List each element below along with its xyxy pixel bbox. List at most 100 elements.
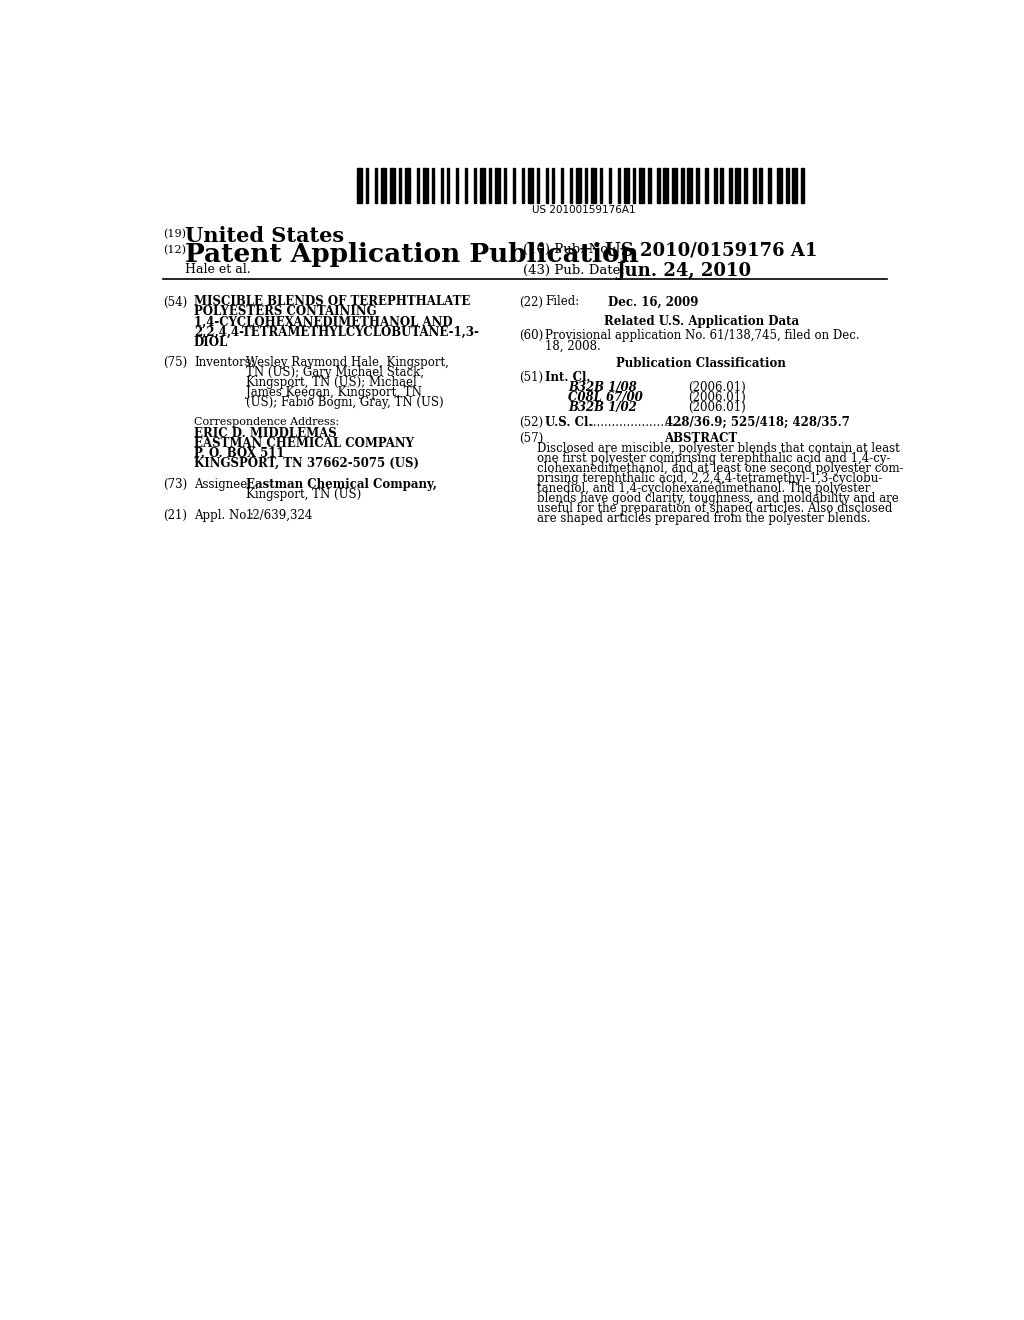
Bar — [633, 168, 636, 203]
Text: useful for the preparation of shaped articles. Also disclosed: useful for the preparation of shaped art… — [538, 502, 893, 515]
Text: (73): (73) — [163, 478, 187, 491]
Bar — [768, 168, 771, 203]
Bar — [591, 168, 596, 203]
Bar — [375, 168, 377, 203]
Text: Filed:: Filed: — [545, 296, 580, 309]
Bar — [404, 168, 410, 203]
Text: Int. Cl.: Int. Cl. — [545, 371, 591, 384]
Text: US 20100159176A1: US 20100159176A1 — [531, 206, 635, 215]
Text: prising terephthalic acid, 2,2,4,4-tetramethyl-1,3-cyclobu-: prising terephthalic acid, 2,2,4,4-tetra… — [538, 471, 883, 484]
Text: Appl. No.:: Appl. No.: — [194, 508, 254, 521]
Bar — [681, 168, 684, 203]
Text: EASTMAN CHEMICAL COMPANY: EASTMAN CHEMICAL COMPANY — [194, 437, 414, 450]
Text: POLYESTERS CONTAINING: POLYESTERS CONTAINING — [194, 305, 377, 318]
Text: are shaped articles prepared from the polyester blends.: are shaped articles prepared from the po… — [538, 512, 870, 525]
Text: MISCIBLE BLENDS OF TEREPHTHALATE: MISCIBLE BLENDS OF TEREPHTHALATE — [194, 296, 470, 309]
Bar — [423, 168, 428, 203]
Bar — [656, 168, 659, 203]
Bar — [759, 168, 762, 203]
Text: (US); Fabio Bogni, Gray, TN (US): (US); Fabio Bogni, Gray, TN (US) — [246, 396, 443, 409]
Bar — [624, 168, 629, 203]
Text: .........................: ......................... — [590, 416, 684, 429]
Text: (51): (51) — [519, 371, 544, 384]
Bar — [729, 168, 731, 203]
Bar — [381, 168, 386, 203]
Bar — [753, 168, 756, 203]
Bar — [663, 168, 669, 203]
Bar — [777, 168, 782, 203]
Bar — [714, 168, 717, 203]
Bar — [474, 168, 476, 203]
Text: 2,2,4,4-TETRAMETHYLCYCLOBUTANE-1,3-: 2,2,4,4-TETRAMETHYLCYCLOBUTANE-1,3- — [194, 326, 479, 338]
Bar — [687, 168, 692, 203]
Text: U.S. Cl.: U.S. Cl. — [545, 416, 593, 429]
Bar — [672, 168, 677, 203]
Text: Inventors:: Inventors: — [194, 356, 255, 370]
Bar — [792, 168, 798, 203]
Bar — [522, 168, 524, 203]
Text: (10) Pub. No.:: (10) Pub. No.: — [523, 243, 616, 256]
Text: DIOL: DIOL — [194, 335, 228, 348]
Text: Kingsport, TN (US): Kingsport, TN (US) — [246, 488, 361, 502]
Bar — [561, 168, 563, 203]
Text: 18, 2008.: 18, 2008. — [545, 339, 601, 352]
Bar — [786, 168, 788, 203]
Bar — [575, 168, 581, 203]
Bar — [585, 168, 588, 203]
Text: (2006.01): (2006.01) — [688, 391, 746, 404]
Text: (43) Pub. Date:: (43) Pub. Date: — [523, 264, 625, 277]
Text: (21): (21) — [163, 508, 186, 521]
Text: Eastman Chemical Company,: Eastman Chemical Company, — [246, 478, 436, 491]
Text: Hale et al.: Hale et al. — [184, 263, 250, 276]
Text: C08L 67/00: C08L 67/00 — [568, 391, 643, 404]
Text: ABSTRACT: ABSTRACT — [665, 432, 737, 445]
Text: (60): (60) — [519, 330, 544, 342]
Text: (54): (54) — [163, 296, 187, 309]
Bar — [456, 168, 459, 203]
Bar — [546, 168, 549, 203]
Text: (2006.01): (2006.01) — [688, 381, 746, 393]
Bar — [488, 168, 492, 203]
Text: 12/639,324: 12/639,324 — [246, 508, 313, 521]
Bar — [398, 168, 401, 203]
Text: Disclosed are miscible, polyester blends that contain at least: Disclosed are miscible, polyester blends… — [538, 442, 900, 455]
Bar — [356, 168, 361, 203]
Bar — [513, 168, 515, 203]
Bar — [440, 168, 443, 203]
Text: P. O. BOX 511: P. O. BOX 511 — [194, 447, 285, 461]
Bar — [744, 168, 746, 203]
Text: ERIC D. MIDDLEMAS: ERIC D. MIDDLEMAS — [194, 428, 337, 440]
Bar — [552, 168, 554, 203]
Bar — [801, 168, 804, 203]
Text: (12): (12) — [163, 246, 186, 256]
Text: Patent Application Publication: Patent Application Publication — [184, 242, 638, 267]
Text: 428/36.9; 525/418; 428/35.7: 428/36.9; 525/418; 428/35.7 — [665, 416, 850, 429]
Bar — [609, 168, 611, 203]
Bar — [735, 168, 740, 203]
Bar — [366, 168, 369, 203]
Text: (52): (52) — [519, 416, 544, 429]
Text: TN (US); Gary Michael Stack,: TN (US); Gary Michael Stack, — [246, 367, 424, 379]
Text: Provisional application No. 61/138,745, filed on Dec.: Provisional application No. 61/138,745, … — [545, 330, 859, 342]
Text: Publication Classification: Publication Classification — [616, 358, 786, 370]
Bar — [705, 168, 708, 203]
Bar — [495, 168, 500, 203]
Text: tanediol, and 1,4-cyclohexanedimethanol. The polyester: tanediol, and 1,4-cyclohexanedimethanol.… — [538, 482, 870, 495]
Bar — [465, 168, 467, 203]
Text: US 2010/0159176 A1: US 2010/0159176 A1 — [604, 242, 817, 260]
Text: KINGSPORT, TN 37662-5075 (US): KINGSPORT, TN 37662-5075 (US) — [194, 457, 419, 470]
Text: Assignee:: Assignee: — [194, 478, 251, 491]
Text: (57): (57) — [519, 432, 544, 445]
Text: B32B 1/02: B32B 1/02 — [568, 401, 637, 414]
Bar — [527, 168, 534, 203]
Text: (2006.01): (2006.01) — [688, 401, 746, 414]
Bar — [696, 168, 698, 203]
Bar — [639, 168, 644, 203]
Text: Kingsport, TN (US); Michael: Kingsport, TN (US); Michael — [246, 376, 417, 389]
Text: Wesley Raymond Hale, Kingsport,: Wesley Raymond Hale, Kingsport, — [246, 356, 449, 370]
Text: B32B 1/08: B32B 1/08 — [568, 381, 637, 393]
Text: Dec. 16, 2009: Dec. 16, 2009 — [608, 296, 698, 309]
Bar — [504, 168, 507, 203]
Text: Correspondence Address:: Correspondence Address: — [194, 417, 339, 428]
Text: United States: United States — [184, 226, 344, 246]
